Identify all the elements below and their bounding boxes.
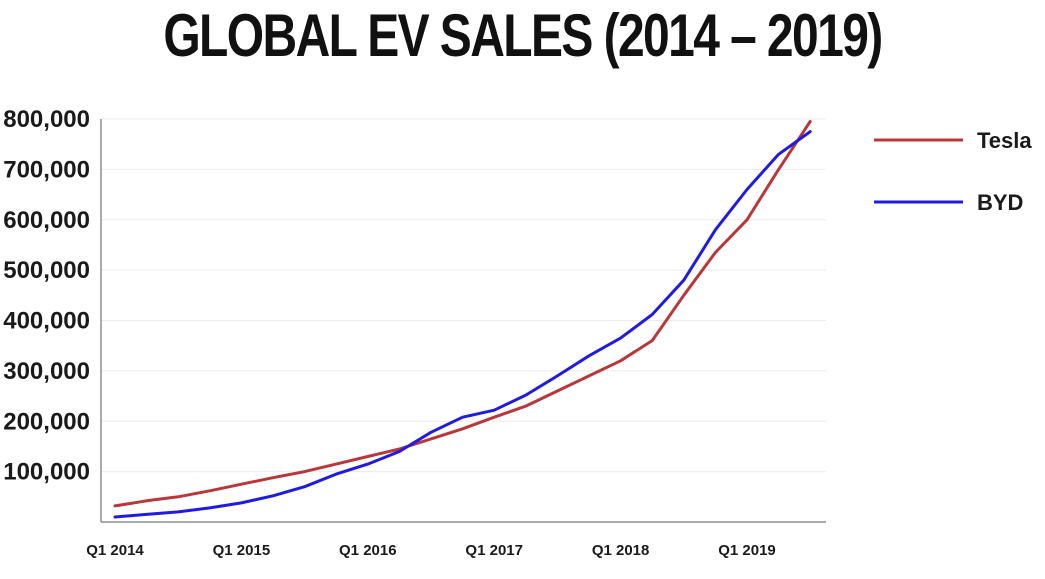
legend-label-tesla: Tesla [977, 128, 1032, 153]
y-tick-label: 500,000 [3, 257, 90, 284]
gridlines [101, 118, 826, 473]
series-line-tesla [113, 120, 812, 508]
chart-title: GLOBAL EV SALES (2014 – 2019) [163, 2, 883, 69]
y-tick-label: 800,000 [3, 106, 90, 133]
y-tick-label: 200,000 [3, 408, 90, 435]
y-tick-label: 100,000 [3, 459, 90, 486]
axes [100, 119, 826, 523]
y-tick-label: 700,000 [3, 156, 90, 183]
legend: Tesla BYD [874, 128, 1032, 215]
x-tick-label: Q1 2014 [86, 542, 144, 559]
x-tick-label: Q1 2015 [213, 542, 271, 559]
y-tick-label: 300,000 [3, 358, 90, 385]
x-tick-label: Q1 2017 [465, 542, 523, 559]
legend-label-byd: BYD [977, 190, 1023, 215]
y-tick-label: 400,000 [3, 308, 90, 335]
x-axis-tick-labels: Q1 2014 Q1 2015 Q1 2016 Q1 2017 Q1 2018 Q1 20… [86, 542, 776, 559]
y-tick-label: 600,000 [3, 207, 90, 234]
series-line-byd [113, 130, 812, 519]
series-lines [113, 120, 812, 519]
y-axis-tick-labels: 100,000 200,000 300,000 400,000 500,000 600,0… [3, 106, 90, 486]
x-tick-label: Q1 2018 [592, 542, 650, 559]
x-tick-label: Q1 2016 [339, 542, 397, 559]
x-tick-label: Q1 2019 [718, 542, 776, 559]
